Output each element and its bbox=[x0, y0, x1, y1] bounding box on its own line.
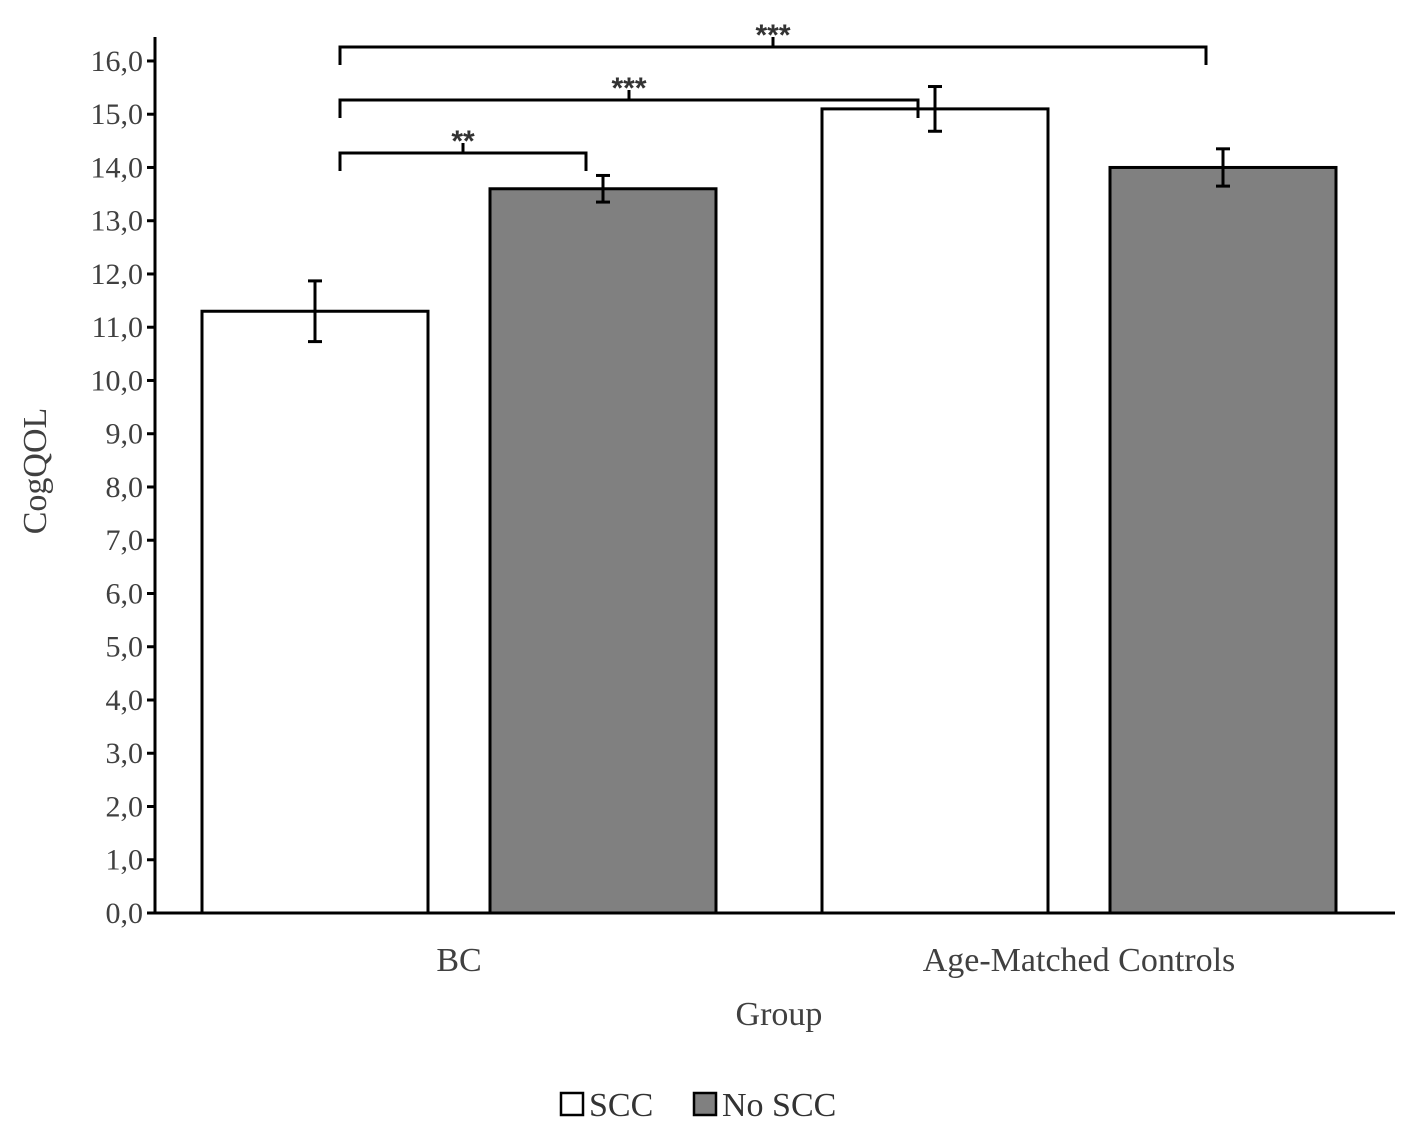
y-tick-label: 8,0 bbox=[106, 471, 144, 504]
error-bars-layer bbox=[308, 85, 1230, 344]
axes-layer: 0,0 1,0 2,0 3,0 4,0 5,0 6,0 7,0 8,0 9,0 10,0 11,0 12… bbox=[91, 37, 1395, 979]
significance-label: *** bbox=[611, 72, 646, 105]
legend-item-scc: SCC bbox=[559, 1087, 653, 1124]
y-tick-label: 15,0 bbox=[91, 98, 144, 131]
y-tick-label: 1,0 bbox=[106, 844, 144, 877]
y-tick-label: 13,0 bbox=[91, 205, 144, 238]
error-bar-1-0 bbox=[596, 173, 610, 204]
y-tick-label: 16,0 bbox=[91, 45, 144, 78]
legend-swatch bbox=[692, 1091, 718, 1117]
error-bar-0-1 bbox=[928, 85, 942, 133]
error-bar-0-0 bbox=[308, 279, 322, 344]
y-tick-label: 14,0 bbox=[91, 151, 144, 184]
y-axis-title: CogQOL bbox=[17, 408, 54, 535]
bars-layer bbox=[200, 107, 1338, 915]
significance-label: *** bbox=[755, 19, 790, 52]
y-tick-label: 0,0 bbox=[106, 897, 144, 930]
y-tick-label: 5,0 bbox=[106, 631, 144, 664]
legend-label: SCC bbox=[589, 1087, 653, 1124]
bar-no-scc-1 bbox=[1108, 165, 1338, 915]
legend-label: No SCC bbox=[722, 1087, 836, 1124]
legend-swatch bbox=[559, 1091, 585, 1117]
x-tick-label: BC bbox=[436, 942, 481, 979]
significance-bracket bbox=[338, 143, 588, 171]
significance-bracket bbox=[338, 37, 1208, 65]
y-tick-label: 12,0 bbox=[91, 258, 144, 291]
x-axis-title: Group bbox=[736, 996, 823, 1033]
legend: SCC No SCC bbox=[559, 1087, 836, 1124]
y-tick-label: 9,0 bbox=[106, 418, 144, 451]
y-tick-label: 3,0 bbox=[106, 737, 144, 770]
y-tick-label: 10,0 bbox=[91, 364, 144, 397]
bar-no-scc-0 bbox=[488, 187, 718, 915]
significance-bracket bbox=[338, 90, 920, 118]
y-tick-label: 2,0 bbox=[106, 790, 144, 823]
error-bar-1-1 bbox=[1216, 147, 1230, 188]
significance-layer: ******** bbox=[338, 19, 1208, 171]
bar-scc-0 bbox=[200, 309, 430, 915]
x-tick-label: Age-Matched Controls bbox=[923, 942, 1236, 979]
y-tick-label: 6,0 bbox=[106, 577, 144, 610]
y-tick-label: 4,0 bbox=[106, 684, 144, 717]
legend-item-no-scc: No SCC bbox=[692, 1087, 836, 1124]
significance-label: ** bbox=[451, 125, 475, 158]
y-tick-label: 7,0 bbox=[106, 524, 144, 557]
bar-scc-1 bbox=[820, 107, 1050, 915]
y-tick-label: 11,0 bbox=[92, 311, 143, 344]
